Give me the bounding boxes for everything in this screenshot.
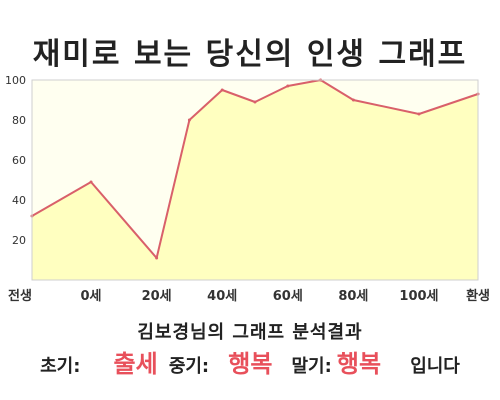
result-ending: 입니다 <box>410 355 460 377</box>
data-point <box>155 256 159 260</box>
data-point <box>417 112 421 116</box>
late-label: 말기: <box>292 356 332 377</box>
x-tick-label: 전생 <box>8 288 32 304</box>
early-label: 초기: <box>40 356 80 377</box>
result-line: 초기: 출세 중기: 행복 말기: 행복 입니다 <box>40 350 460 378</box>
x-tick-label: 환생 <box>466 288 490 304</box>
area-layer <box>30 78 480 280</box>
y-tick-label: 80 <box>12 114 26 127</box>
plot-frame <box>31 79 479 281</box>
y-tick-label: 40 <box>12 194 26 207</box>
y-tick-label: 60 <box>12 154 26 167</box>
x-axis: 전생 0세 20세 40세 60세 80세 100세 환생 <box>8 288 490 304</box>
result-heading: 김보경님의 그래프 분석결과 <box>137 322 362 343</box>
x-tick-label: 80세 <box>338 289 368 304</box>
x-tick-label: 60세 <box>273 289 303 304</box>
x-tick-label: 20세 <box>142 289 172 304</box>
area-fill <box>32 80 478 280</box>
mid-label: 중기: <box>169 356 209 377</box>
late-value: 행복 <box>337 350 381 378</box>
x-tick-label: 0세 <box>81 289 102 304</box>
chart-title: 재미로 보는 당신의 인생 그래프 <box>33 37 468 72</box>
data-point <box>89 180 93 184</box>
data-point <box>286 84 290 88</box>
data-point <box>351 98 355 102</box>
data-point <box>220 88 224 92</box>
mid-value: 행복 <box>228 350 272 378</box>
x-tick-label: 100세 <box>399 289 438 304</box>
y-tick-label: 100 <box>5 74 26 87</box>
data-point <box>253 100 257 104</box>
y-axis: 20 40 60 80 100 <box>5 74 26 247</box>
x-tick-label: 40세 <box>207 289 237 304</box>
data-point <box>187 118 191 122</box>
early-value: 출세 <box>114 350 158 378</box>
y-tick-label: 20 <box>12 234 26 247</box>
